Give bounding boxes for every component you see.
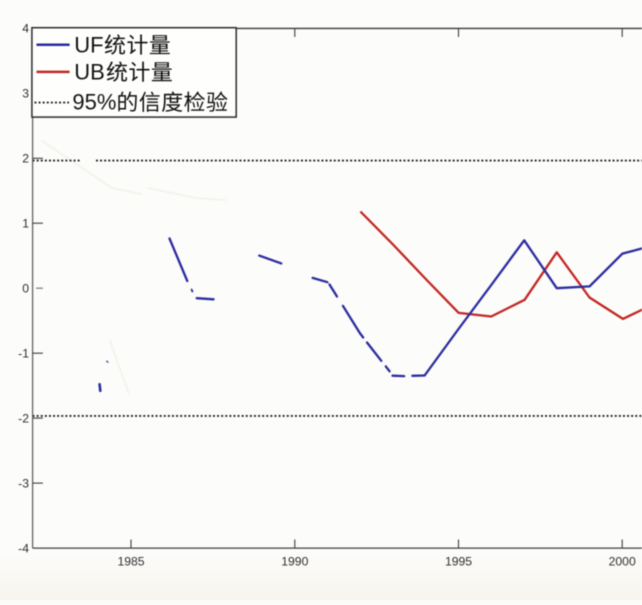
svg-text:-1: -1 — [18, 347, 29, 361]
svg-text:4: 4 — [22, 22, 29, 36]
svg-text:95%: 95% — [72, 90, 116, 115]
svg-text:1985: 1985 — [117, 554, 144, 568]
svg-text:2: 2 — [22, 152, 29, 166]
svg-text:UB: UB — [74, 60, 105, 85]
svg-text:3: 3 — [22, 87, 29, 101]
svg-text:UF: UF — [74, 32, 103, 57]
svg-text:1: 1 — [22, 217, 29, 231]
svg-text:-2: -2 — [18, 411, 29, 425]
svg-text:2000: 2000 — [609, 554, 636, 568]
svg-text:1995: 1995 — [445, 554, 472, 568]
svg-text:-3: -3 — [18, 476, 29, 490]
svg-text:-4: -4 — [18, 541, 29, 555]
svg-text:0: 0 — [22, 282, 29, 296]
svg-text:1990: 1990 — [281, 554, 308, 568]
